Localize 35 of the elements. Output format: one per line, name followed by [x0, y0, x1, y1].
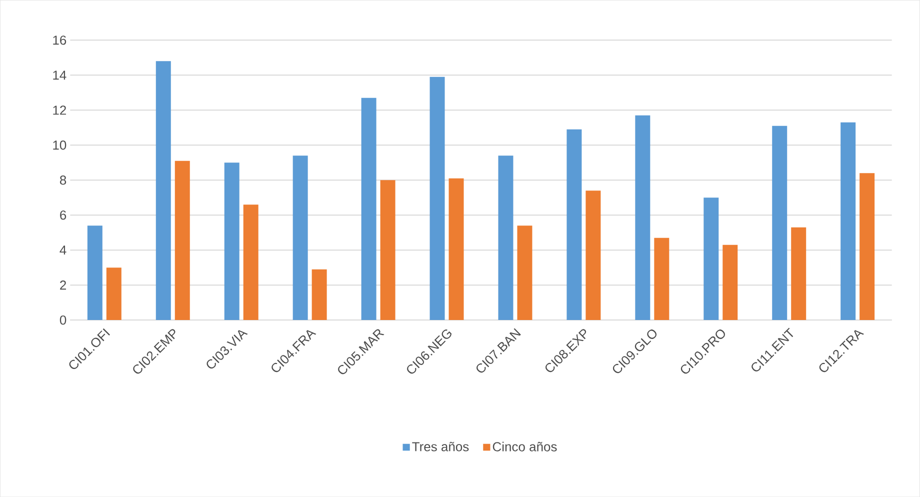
bar	[772, 126, 788, 320]
bar	[243, 204, 258, 320]
y-tick-label: 6	[60, 210, 66, 220]
bar	[722, 244, 738, 320]
bar	[430, 76, 445, 320]
bar	[106, 267, 122, 320]
y-tick-label: 4	[60, 246, 66, 254]
y-tick-label: 12	[53, 106, 66, 115]
bar	[635, 115, 650, 320]
bar	[654, 238, 670, 320]
bar	[860, 173, 875, 320]
bar	[174, 160, 190, 320]
y-tick-label: 0	[60, 315, 66, 325]
y-tick-label: 10	[53, 140, 66, 150]
bar	[840, 122, 856, 320]
bar	[498, 156, 514, 320]
y-tick-label: 2	[60, 280, 66, 290]
bar	[517, 226, 532, 320]
bar	[448, 178, 464, 320]
bar	[224, 162, 240, 320]
bar	[292, 156, 308, 320]
bar	[87, 226, 102, 320]
y-tick-label: 8	[60, 175, 66, 185]
bar	[312, 269, 327, 320]
bar	[156, 61, 171, 320]
bar	[586, 190, 601, 320]
bar	[566, 129, 582, 320]
legend-label: Tres años	[412, 442, 469, 452]
y-tick-label: 14	[53, 70, 66, 80]
bar	[704, 198, 719, 320]
bar	[361, 98, 376, 320]
bar	[791, 227, 806, 320]
legend-label: Cinco años	[492, 442, 557, 452]
y-tick-label: 16	[53, 35, 66, 45]
bar	[380, 180, 396, 320]
